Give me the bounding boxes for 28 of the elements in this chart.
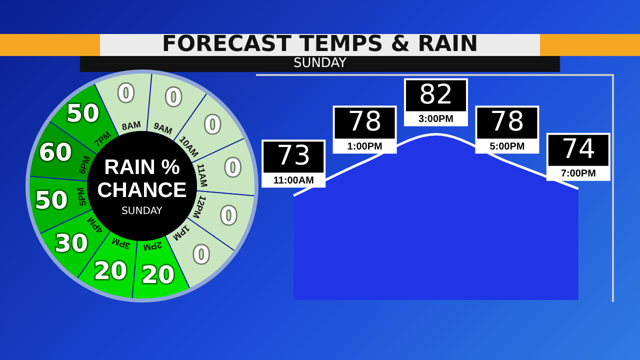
data-label: 20 [94, 256, 128, 285]
category-label: 11AM [195, 162, 210, 188]
category-label: 7:00PM [560, 168, 596, 180]
category-label: 5:00PM [490, 141, 525, 152]
data-label: 0 [224, 154, 242, 182]
data-label: 74 [561, 134, 596, 165]
data-label: 78 [490, 106, 524, 138]
category-label: 1:00PM [347, 141, 382, 152]
data-label: 0 [118, 79, 134, 108]
category-label: 8AM [121, 119, 142, 132]
category-label: 5PM [75, 186, 88, 207]
chart-title: FORECAST TEMPS & RAIN [100, 32, 540, 57]
data-label: 50 [34, 186, 68, 214]
data-label: 60 [38, 138, 72, 167]
data-label: 0 [165, 84, 182, 112]
data-label: 0 [192, 240, 210, 269]
data-label: 30 [54, 230, 88, 258]
data-label: 20 [141, 261, 175, 290]
data-label: 0 [204, 110, 222, 139]
category-label: 3:00PM [418, 114, 454, 126]
data-label: 73 [276, 140, 311, 172]
data-label: 50 [66, 100, 100, 128]
category-label: 2PM [142, 240, 163, 253]
category-label: 11:00AM [273, 175, 314, 186]
chart-subtitle: SUNDAY [80, 56, 560, 72]
data-label: 78 [348, 106, 382, 138]
data-label: 0 [220, 202, 238, 230]
data-label: 82 [418, 79, 454, 110]
